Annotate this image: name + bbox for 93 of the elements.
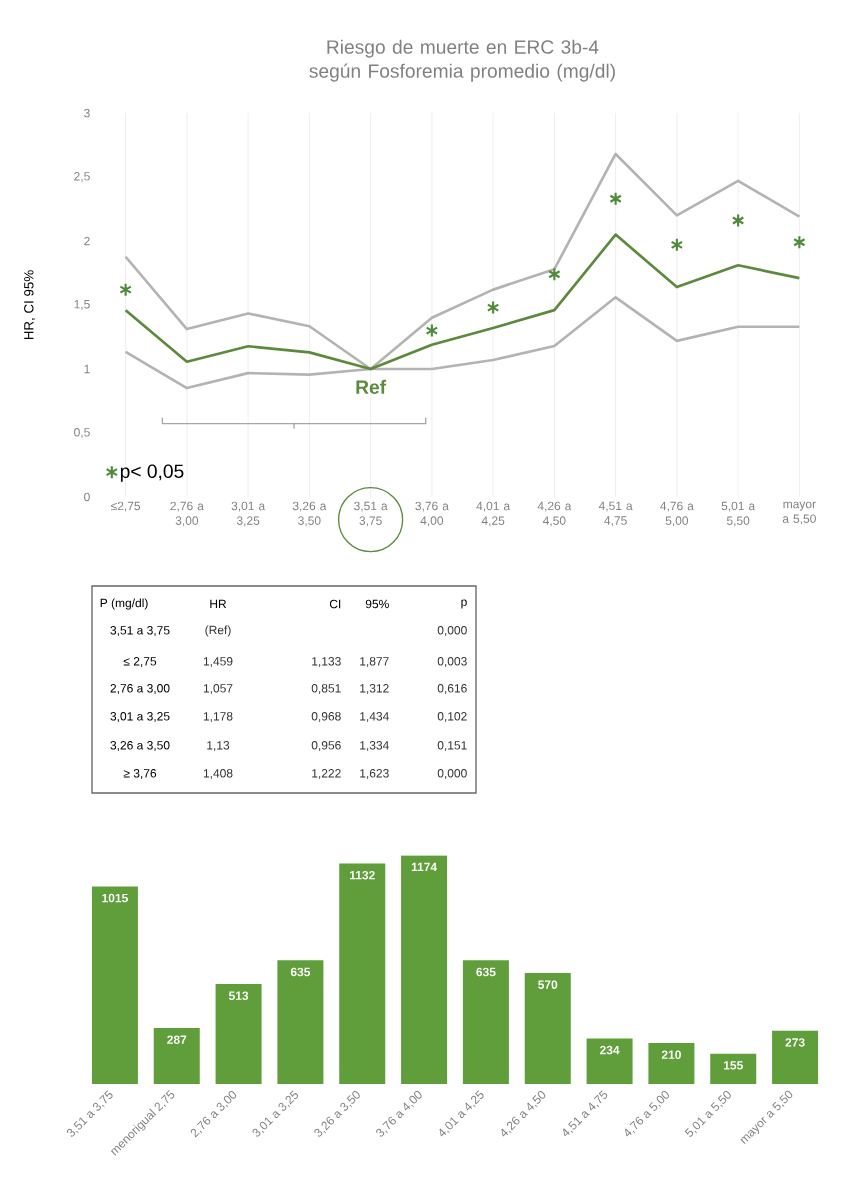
data-label: 1,623 — [360, 769, 389, 779]
category-label: 2,76 a 3,00 — [110, 684, 170, 694]
bar — [215, 984, 262, 1084]
bar — [339, 863, 386, 1084]
bar — [648, 1043, 695, 1084]
data-label: 155 — [723, 1061, 743, 1070]
data-label: 0,102 — [437, 712, 467, 722]
data-label: 0,956 — [311, 741, 341, 751]
x-tick-label: 3,51 a 3,75 — [354, 501, 388, 527]
data-label: 1015 — [102, 893, 128, 903]
data-label: 0,968 — [311, 712, 341, 722]
category-label: ≥ 3,76 — [123, 769, 157, 779]
category-label: 3,01 a 3,25 — [110, 712, 170, 722]
data-label: 1,057 — [203, 684, 233, 694]
x-tick-label: 3,76 a 4,00 — [415, 501, 449, 527]
bar — [401, 855, 448, 1084]
line-series — [124, 233, 801, 371]
data-label: 1,133 — [312, 657, 341, 667]
point — [486, 300, 500, 315]
data-label: 513 — [228, 991, 249, 1000]
text: HR — [210, 599, 227, 609]
data-label: 1,877 — [360, 657, 389, 667]
x-tick-label: 4,76 a 5,00 — [625, 1091, 669, 1137]
y-tick-label: 0,5 — [74, 428, 90, 438]
data-label: 0,003 — [437, 657, 467, 667]
x-tick-label: 4,51 a 4,75 — [563, 1090, 608, 1137]
data-label: 1,13 — [207, 741, 230, 751]
data-label: 0,000 — [437, 769, 467, 779]
data-label: 210 — [661, 1050, 681, 1059]
bar — [153, 1028, 200, 1084]
data-label: 0,151 — [437, 741, 467, 751]
point — [119, 282, 132, 297]
x-tick-label: 3,01 a 3,25 — [231, 501, 266, 527]
data-label: 1174 — [411, 862, 438, 872]
point — [793, 235, 806, 250]
point — [670, 237, 684, 252]
text: P (mg/dl) — [100, 598, 148, 610]
y-tick-label: 1,5 — [74, 300, 90, 310]
point — [425, 323, 439, 338]
point — [731, 213, 745, 228]
data-label: 0,000 — [437, 626, 467, 636]
data-label: 0,851 — [311, 684, 341, 694]
data-label: (Ref) — [205, 625, 231, 637]
data-label: 234 — [599, 1045, 620, 1055]
category-label: 3,51 a 3,75 — [110, 626, 170, 636]
chart-title: Riesgo de muerte en ERC 3b-4 según Fosforemia promedio (mg/dl) — [309, 39, 615, 82]
x-tick-label: 5,01 a 5,50 — [684, 1091, 731, 1137]
text: p — [461, 599, 467, 609]
x-tick-label: 4,51 a 4,75 — [598, 501, 633, 527]
bar — [91, 886, 138, 1084]
data-label: 1132 — [349, 870, 375, 880]
point — [609, 191, 622, 206]
data-label: 1,312 — [360, 684, 389, 694]
data-label: 635 — [476, 967, 496, 977]
x-tick-label: 2,76 a 3,00 — [170, 501, 204, 527]
x-tick-label: mayor a 5,50 — [782, 501, 816, 525]
y-tick-label: 2,5 — [74, 172, 90, 182]
x-tick-label: 4,26 a 4,50 — [537, 501, 572, 527]
text: CI — [329, 599, 341, 609]
bar — [772, 1030, 819, 1084]
text: 95% — [365, 599, 389, 609]
data-label: 1,222 — [312, 769, 341, 779]
data-label: 1,434 — [360, 712, 389, 722]
bar — [462, 960, 509, 1084]
bar — [586, 1038, 633, 1084]
y-tick-label: 3 — [84, 108, 90, 118]
x-tick-label: 4,76 a 5,00 — [660, 501, 694, 527]
x-tick-label: 3,26 a 3,50 — [292, 501, 327, 527]
data-label: 1,408 — [203, 769, 233, 779]
y-tick-label: 2 — [84, 236, 90, 246]
bar — [277, 960, 324, 1084]
data-label: 273 — [785, 1038, 805, 1047]
bar — [710, 1053, 757, 1084]
data-label: 635 — [290, 967, 311, 977]
y-tick-label: 1 — [84, 364, 90, 374]
y-axis-title: HR, CI 95% — [24, 270, 36, 340]
data-label: 287 — [167, 1035, 187, 1044]
bar — [524, 973, 571, 1084]
data-label: 1,178 — [203, 712, 233, 722]
category-label: 3,26 a 3,50 — [110, 741, 170, 751]
annotation: Ref — [356, 379, 387, 394]
x-tick-label: 4,01 a 4,25 — [476, 501, 511, 527]
data-label: 1,459 — [203, 657, 233, 667]
x-tick-label: ≤2,75 — [111, 501, 141, 512]
data-label: 0,616 — [437, 684, 467, 694]
data-label: 1,334 — [360, 741, 389, 751]
y-tick-label: 0 — [84, 492, 90, 502]
point — [548, 267, 561, 282]
line-series — [124, 152, 801, 371]
x-tick-label: 5,01 a 5,50 — [721, 501, 756, 527]
legend-label: p< 0,05 — [120, 464, 184, 482]
data-label: 570 — [538, 980, 558, 989]
category-label: ≤ 2,75 — [123, 657, 157, 667]
